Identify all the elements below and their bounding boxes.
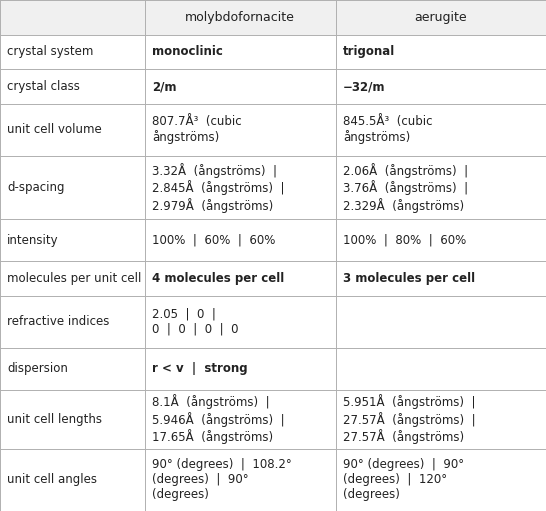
- Bar: [0, 0, 546, 35]
- Text: 8.1Å  (ångströms)  |
5.946Å  (ångströms)  |
17.65Å  (ångströms): 8.1Å (ångströms) | 5.946Å (ångströms) | …: [152, 394, 284, 444]
- Text: 90° (degrees)  |  108.2°
(degrees)  |  90°
(degrees): 90° (degrees) | 108.2° (degrees) | 90° (…: [152, 458, 292, 501]
- Text: molybdofornacite: molybdofornacite: [185, 11, 295, 24]
- Text: 2/m: 2/m: [152, 80, 176, 93]
- Text: 2.05  |  0  |
0  |  0  |  0  |  0: 2.05 | 0 | 0 | 0 | 0 | 0: [152, 308, 238, 336]
- Text: −32/m: −32/m: [343, 80, 385, 93]
- Text: 100%  |  80%  |  60%: 100% | 80% | 60%: [343, 234, 466, 247]
- Text: 3 molecules per cell: 3 molecules per cell: [343, 272, 475, 285]
- Text: crystal class: crystal class: [7, 80, 80, 93]
- Text: dispersion: dispersion: [7, 362, 68, 375]
- Text: 807.7Å³  (cubic
ångströms): 807.7Å³ (cubic ångströms): [152, 115, 241, 145]
- Text: monoclinic: monoclinic: [152, 45, 223, 58]
- Text: unit cell lengths: unit cell lengths: [7, 413, 102, 426]
- Text: 2.06Å  (ångströms)  |
3.76Å  (ångströms)  |
2.329Å  (ångströms): 2.06Å (ångströms) | 3.76Å (ångströms) | …: [343, 163, 468, 213]
- Text: 4 molecules per cell: 4 molecules per cell: [152, 272, 284, 285]
- Text: 90° (degrees)  |  90°
(degrees)  |  120°
(degrees): 90° (degrees) | 90° (degrees) | 120° (de…: [343, 458, 464, 501]
- Text: 3.32Å  (ångströms)  |
2.845Å  (ångströms)  |
2.979Å  (ångströms): 3.32Å (ångströms) | 2.845Å (ångströms) |…: [152, 163, 284, 213]
- Text: unit cell volume: unit cell volume: [7, 124, 102, 136]
- Text: d-spacing: d-spacing: [7, 181, 64, 194]
- Text: 845.5Å³  (cubic
ångströms): 845.5Å³ (cubic ångströms): [343, 115, 432, 145]
- Text: molecules per unit cell: molecules per unit cell: [7, 272, 141, 285]
- Text: trigonal: trigonal: [343, 45, 395, 58]
- Text: 5.951Å  (ångströms)  |
27.57Å  (ångströms)  |
27.57Å  (ångströms): 5.951Å (ångströms) | 27.57Å (ångströms) …: [343, 394, 476, 444]
- Text: 100%  |  60%  |  60%: 100% | 60% | 60%: [152, 234, 275, 247]
- Text: aerugite: aerugite: [414, 11, 467, 24]
- Text: unit cell angles: unit cell angles: [7, 474, 97, 486]
- Text: r < v  |  strong: r < v | strong: [152, 362, 247, 375]
- Text: crystal system: crystal system: [7, 45, 93, 58]
- Text: intensity: intensity: [7, 234, 59, 247]
- Text: refractive indices: refractive indices: [7, 315, 109, 329]
